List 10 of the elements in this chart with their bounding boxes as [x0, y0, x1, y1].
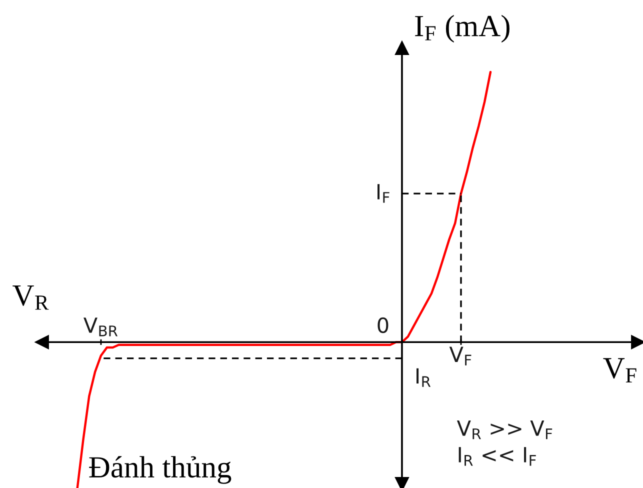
annotation: I$_{R}$ << I$_{F}$	[458, 447, 536, 466]
ref-line-label: I$_{R}$	[416, 368, 431, 387]
x-tick-label: V$_{BR}$	[84, 318, 118, 336]
annotation: V$_{R}$ >> V$_{F}$	[456, 420, 552, 440]
annotation: 0	[378, 317, 388, 334]
annotation: Đánh thủng	[89, 456, 232, 484]
y-axis-title: I$_{F}$ (mA)	[415, 14, 510, 43]
annotation: V$_{R}$	[12, 285, 49, 310]
ref-line-label: I$_{F}$	[377, 184, 390, 203]
x-axis-title: V$_{F}$	[603, 358, 636, 382]
